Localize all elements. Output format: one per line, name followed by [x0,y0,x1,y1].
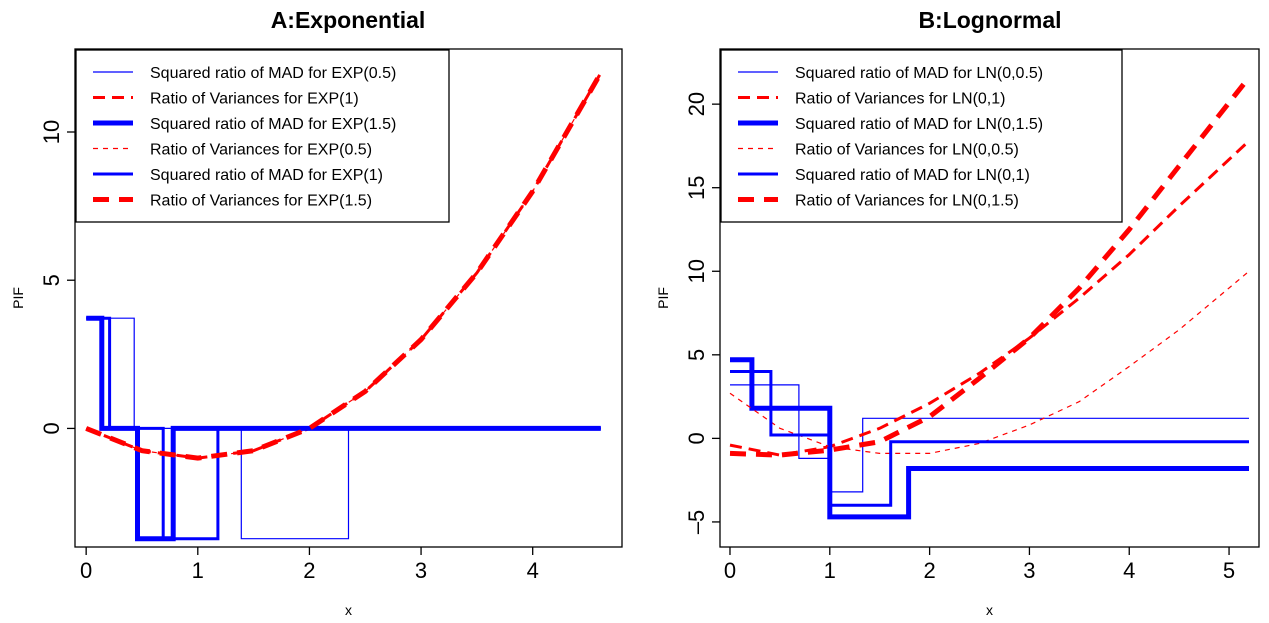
x-tick-label: 3 [1023,558,1035,583]
y-tick-label: –5 [684,510,709,534]
series-line [729,75,1251,458]
legend-box [75,49,450,223]
legend-entry: Ratio of Variances for EXP(0.5) [150,142,372,159]
panel-exponential: A:Exponential 0 1 2 3 4 0 5 10 x PIF Squared ratio … [10,7,623,618]
legend-box [720,49,1123,223]
y-tick-label: 0 [39,422,64,434]
legend-entry: Ratio of Variances for LN(0,0.5) [795,142,1019,159]
series-line [85,71,603,461]
legend-entry: Ratio of Variances for EXP(1.5) [150,193,372,210]
x-tick-label: 0 [80,558,92,583]
y-tick-label: 0 [684,432,709,444]
plot-frame [74,48,623,548]
y-tick-label: 20 [684,92,709,116]
series-line [86,315,601,542]
legend-entry: Squared ratio of MAD for LN(0,1.5) [795,116,1043,133]
series-group [729,75,1251,520]
x-tick-label: 2 [303,558,315,583]
y-axis-label: PIF [655,287,671,309]
series-line [86,316,601,541]
x-tick-label: 5 [1223,558,1235,583]
series-line [85,72,602,459]
x-tick-label: 4 [527,558,539,583]
chart-title: A:Exponential [271,7,426,33]
y-axis-label: PIF [10,287,26,309]
plot-frame [719,48,1260,548]
series-line [86,317,601,540]
chart-title: B:Lognormal [918,7,1061,33]
series-line [730,370,1249,507]
series-group [85,71,603,542]
legend-entry: Squared ratio of MAD for LN(0,0.5) [795,65,1043,82]
y-tick-label: 5 [684,349,709,361]
x-axis-label: x [986,602,993,618]
y-tick-label: 10 [684,259,709,283]
y-tick-label: 15 [684,175,709,199]
x-tick-label: 4 [1123,558,1135,583]
legend-entry: Ratio of Variances for EXP(1) [150,91,359,108]
x-tick-label: 1 [824,558,836,583]
legend: Squared ratio of MAD for LN(0,0.5) Ratio … [720,49,1123,223]
x-axis-label: x [345,602,352,618]
x-tick-label: 2 [923,558,935,583]
legend-entry: Ratio of Variances for LN(0,1) [795,91,1005,108]
legend-entry: Squared ratio of MAD for EXP(1.5) [150,116,396,133]
x-tick-label: 0 [724,558,736,583]
y-tick-label: 5 [39,274,64,286]
x-tick-label: 3 [415,558,427,583]
legend-entry: Squared ratio of MAD for EXP(1) [150,167,383,184]
legend: Squared ratio of MAD for EXP(0.5) Ratio o… [75,49,450,223]
y-tick-label: 10 [39,120,64,144]
legend-entry: Ratio of Variances for LN(0,1.5) [795,193,1019,210]
legend-entry: Squared ratio of MAD for LN(0,1) [795,167,1030,184]
panel-lognormal: B:Lognormal 0 1 2 3 4 5 –5 0 5 10 15 20 x PIF Squared r… [655,7,1260,618]
series-line [729,270,1250,454]
x-tick-label: 1 [192,558,204,583]
legend-entry: Squared ratio of MAD for EXP(0.5) [150,65,396,82]
